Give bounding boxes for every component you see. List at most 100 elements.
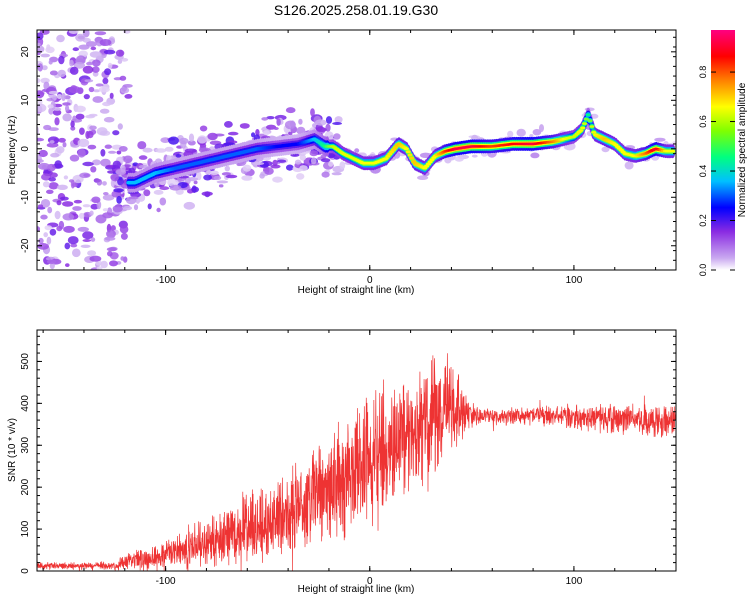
- noise-blob: [104, 144, 113, 149]
- noise-blob: [77, 148, 86, 158]
- noise-blob: [43, 232, 48, 238]
- noise-blob: [117, 123, 123, 130]
- ridge-segment: [581, 122, 588, 125]
- noise-blob: [316, 127, 327, 133]
- noise-blob: [38, 149, 48, 158]
- noise-blob: [601, 146, 610, 153]
- noise-blob: [321, 171, 330, 178]
- noise-blob: [48, 177, 56, 182]
- noise-blob: [120, 232, 128, 240]
- spectrogram-frame: [36, 29, 677, 271]
- noise-blob: [67, 236, 79, 245]
- noise-blob: [106, 247, 117, 252]
- noise-blob: [312, 123, 317, 128]
- noise-blob: [91, 59, 101, 67]
- noise-blob: [155, 148, 167, 153]
- noise-blob: [266, 116, 275, 120]
- noise-blob: [169, 184, 182, 191]
- noise-blob: [41, 65, 48, 71]
- noise-blob: [46, 189, 54, 194]
- noise-blob: [86, 61, 93, 66]
- noise-blob: [65, 263, 70, 267]
- noise-blob: [286, 164, 294, 171]
- ridge-segment: [409, 156, 415, 160]
- noise-blob: [310, 157, 317, 165]
- noise-blob: [224, 121, 233, 128]
- noise-blob: [91, 196, 101, 204]
- noise-blob: [516, 128, 526, 137]
- y-tick-label: 400: [20, 395, 31, 412]
- y-tick-label: -10: [20, 190, 31, 205]
- snr-frame: [36, 329, 677, 572]
- noise-blob: [454, 156, 464, 162]
- noise-blob: [54, 210, 61, 220]
- noise-blob: [137, 141, 147, 150]
- y-tick-label: 20: [20, 46, 31, 58]
- noise-blob: [107, 170, 116, 174]
- noise-blob: [120, 256, 125, 261]
- noise-blob: [63, 225, 75, 233]
- noise-blob: [120, 164, 126, 173]
- noise-blob: [142, 147, 153, 153]
- noise-blob: [128, 196, 139, 200]
- noise-blob: [112, 130, 120, 136]
- y-tick-label: 300: [20, 436, 31, 453]
- ridge-segment: [429, 158, 435, 161]
- noise-blob: [79, 127, 85, 135]
- noise-blob: [40, 53, 50, 58]
- noise-blob: [37, 158, 44, 164]
- noise-blob: [272, 159, 278, 166]
- noise-blob: [48, 182, 59, 190]
- noise-blob: [46, 44, 51, 51]
- ridge-segment: [427, 160, 433, 164]
- noise-blob: [201, 191, 213, 197]
- noise-blob: [285, 107, 296, 114]
- noise-blob: [103, 49, 116, 55]
- noise-blob: [112, 160, 122, 169]
- noise-blob: [77, 226, 90, 232]
- noise-blob: [74, 105, 86, 113]
- noise-blob: [175, 154, 182, 158]
- y-tick-label: 200: [20, 478, 31, 495]
- noise-blob: [57, 69, 66, 78]
- colorbar-ticks: 0.0 0.2 0.4 0.6 0.8: [698, 66, 735, 276]
- colorbar-label: Normalized spectral amplitude: [737, 82, 748, 217]
- colorbar-tick-label: 0.4: [698, 165, 708, 178]
- ridge-segment: [392, 146, 398, 149]
- noise-blob: [153, 189, 164, 195]
- noise-blob: [70, 243, 78, 248]
- snr-ylabel: SNR (10 * v/v): [7, 418, 18, 482]
- noise-blob: [104, 68, 112, 76]
- noise-blob: [117, 177, 124, 186]
- noise-blob: [183, 201, 195, 210]
- noise-blob: [109, 92, 114, 99]
- colorbar-tick-label: 0.8: [698, 66, 708, 79]
- snr-panel: -100 0 100 0 100 200 300 400 500 Height of strai…: [7, 329, 677, 595]
- noise-blob: [68, 86, 81, 94]
- noise-blob: [167, 178, 179, 187]
- ridge-segment: [387, 152, 393, 156]
- noise-blob: [37, 42, 41, 46]
- noise-blob: [130, 192, 142, 198]
- noise-blob: [133, 204, 139, 211]
- noise-blob: [49, 140, 55, 144]
- noise-blob: [73, 199, 82, 204]
- noise-blob: [529, 134, 534, 138]
- ridge-segment: [407, 153, 413, 157]
- noise-blob: [284, 120, 296, 130]
- noise-blob: [116, 150, 122, 155]
- noise-blob: [106, 229, 116, 239]
- noise-blob: [191, 185, 197, 193]
- noise-blob: [325, 116, 333, 124]
- noise-blob: [530, 152, 540, 159]
- noise-blob: [299, 165, 308, 172]
- noise-blob: [46, 259, 57, 265]
- noise-blob: [89, 210, 94, 216]
- noise-blob: [75, 113, 85, 120]
- noise-blob: [299, 154, 306, 161]
- noise-blob: [89, 51, 102, 58]
- noise-blob: [83, 94, 90, 100]
- ridge-segment: [411, 160, 417, 163]
- noise-blob: [96, 266, 103, 270]
- noise-blob: [255, 129, 260, 136]
